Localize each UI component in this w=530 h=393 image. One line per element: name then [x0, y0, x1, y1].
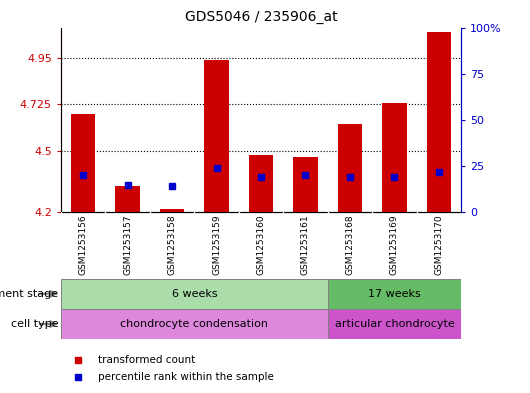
Text: GSM1253168: GSM1253168	[346, 214, 355, 275]
Text: GSM1253156: GSM1253156	[78, 214, 87, 275]
Title: GDS5046 / 235906_at: GDS5046 / 235906_at	[185, 10, 337, 24]
Bar	[293, 157, 317, 212]
Bar	[116, 185, 140, 212]
Text: GSM1253157: GSM1253157	[123, 214, 132, 275]
Bar	[205, 61, 229, 212]
Text: articular chondrocyte: articular chondrocyte	[334, 319, 454, 329]
Text: GSM1253170: GSM1253170	[435, 214, 444, 275]
Text: GSM1253161: GSM1253161	[301, 214, 310, 275]
Bar	[328, 279, 461, 309]
Text: GSM1253159: GSM1253159	[212, 214, 221, 275]
Bar	[61, 279, 328, 309]
Text: GSM1253169: GSM1253169	[390, 214, 399, 275]
Bar	[71, 114, 95, 212]
Bar	[427, 31, 451, 212]
Bar	[338, 124, 362, 212]
Text: chondrocyte condensation: chondrocyte condensation	[120, 319, 268, 329]
Text: cell type: cell type	[11, 319, 58, 329]
Text: GSM1253160: GSM1253160	[257, 214, 266, 275]
Text: 17 weeks: 17 weeks	[368, 289, 421, 299]
Bar	[61, 309, 328, 339]
Text: GSM1253158: GSM1253158	[167, 214, 176, 275]
Text: development stage: development stage	[0, 289, 58, 299]
Text: percentile rank within the sample: percentile rank within the sample	[98, 372, 274, 382]
Bar	[382, 103, 407, 212]
Text: 6 weeks: 6 weeks	[172, 289, 217, 299]
Bar	[160, 209, 184, 212]
Bar	[328, 309, 461, 339]
Text: transformed count: transformed count	[98, 354, 195, 365]
Bar	[249, 155, 273, 212]
